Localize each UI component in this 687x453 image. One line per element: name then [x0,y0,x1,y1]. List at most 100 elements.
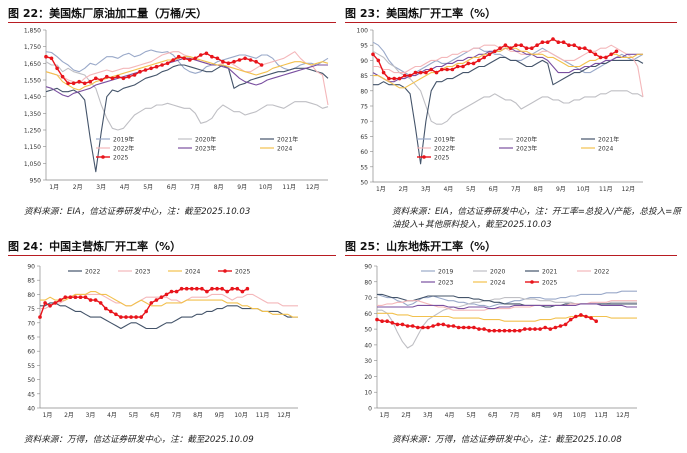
series-line-2021 [45,64,329,173]
data-point [104,306,108,311]
x-tick-label: 6月 [150,412,160,419]
y-tick-label: 95 [360,43,368,50]
title-rule [8,255,336,256]
title-rule [8,22,336,23]
data-point [533,327,537,331]
title-rule [345,255,677,256]
data-point [538,327,542,331]
x-tick-label: 10月 [577,186,591,193]
chart-china-utilization: 40 45 50 55 60 65 70 75 80 85 90 1月 2月 3月 4月 5月 6月 7月 8月 9月… [27,264,298,419]
x-tick-label: 9月 [556,186,566,193]
data-point [446,324,451,328]
data-point [429,67,433,72]
data-point [385,319,389,323]
x-tick-label: 5月 [466,412,476,419]
data-point [195,286,199,291]
chart-refinery-throughput: 950 1,050 1,150 1,250 1,350 1,450 1,550 1,650 1,… [24,28,329,191]
data-point [548,327,553,331]
series-line-2022 [45,51,329,106]
data-point [390,321,395,325]
data-point [604,55,608,60]
data-point [472,325,476,330]
data-point [594,319,598,323]
data-point [530,46,534,50]
x-tick-label: 8月 [533,186,543,193]
series-line-2025 [45,52,262,84]
data-point [220,286,224,291]
data-point [574,314,578,319]
y-tick-label: 60 [364,311,372,318]
series-line-2024 [40,291,298,318]
data-point [400,322,405,327]
legend-label: 2020年 [516,135,537,143]
data-point [139,315,143,319]
data-point [528,327,532,331]
data-point [551,37,555,41]
data-point [78,295,83,299]
data-point [205,289,209,294]
data-point [563,322,568,327]
x-tick-label: 11月 [599,186,613,193]
y-tick-label: 80 [364,279,372,286]
y-tick-label: 1,550 [24,78,41,85]
x-tick-label: 2月 [398,186,408,193]
data-point [408,73,412,78]
data-point [199,53,203,57]
data-point [523,327,527,331]
data-point [88,298,93,302]
data-point [60,74,65,79]
data-point [503,43,508,47]
data-point [129,315,133,319]
data-point [493,49,497,54]
source-note: 资料来源：万得，信达证券研发中心，注：截至2025.10.08 [392,435,622,445]
y-tick-label: 55 [27,363,35,370]
data-point [225,289,229,294]
legend-label: 2021 [542,268,557,275]
data-point [524,46,529,50]
data-point [424,70,428,75]
data-point [535,43,539,47]
x-tick-label: 6月 [488,186,498,193]
x-tick-label: 9月 [237,184,247,191]
data-point [508,46,513,50]
title-rule [345,22,677,23]
data-point [98,301,103,305]
data-point [160,63,164,67]
data-point [467,325,471,330]
y-tick-label: 100 [357,28,369,35]
x-tick-label: 1月 [43,412,53,419]
source-note: 资料来源：万得，信达证券研发中心，注：截至2025.10.09 [24,435,254,445]
data-point [77,79,81,84]
x-tick-label: 12月 [616,412,630,419]
data-point [55,66,59,71]
x-tick-label: 12月 [622,186,636,193]
series-line-2019 [45,49,329,74]
x-tick-label: 1月 [380,412,390,419]
x-tick-label: 10月 [573,412,587,419]
data-point [471,61,476,66]
x-tick-label: 2月 [401,412,411,419]
data-point [498,46,502,50]
x-tick-label: 11月 [594,412,608,419]
data-point [461,325,466,330]
data-point [545,40,550,44]
y-tick-label: 75 [360,104,368,111]
chart-shandong-utilization: 0 10 20 30 40 50 60 70 80 90 1月 2月 3月 4月 5月 6月 7月 8月 9月 10月… [364,264,637,419]
x-tick-label: 8月 [531,412,541,419]
data-point [174,289,179,294]
y-tick-label: 40 [364,342,372,349]
data-point [245,286,250,291]
x-tick-label: 6月 [167,184,177,191]
data-point [579,313,583,317]
y-tick-label: 70 [27,320,35,327]
data-point [105,74,109,79]
y-tick-label: 50 [364,327,372,334]
data-point [588,49,592,54]
legend-label: 2023 [135,268,150,275]
x-tick-label: 2月 [64,412,74,419]
data-point [179,286,184,291]
data-point [169,289,174,294]
data-point [568,317,573,322]
data-point [53,301,57,305]
y-tick-label: 30 [364,358,372,365]
